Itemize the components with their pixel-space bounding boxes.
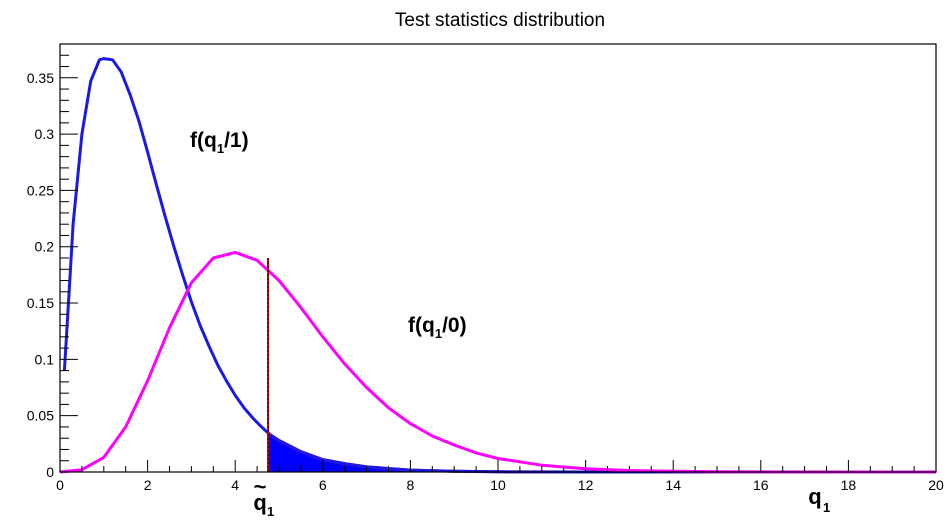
y-tick-label: 0 bbox=[46, 464, 54, 480]
series-line-f-q1-0 bbox=[59, 250, 936, 474]
threshold-label-accent: ~ bbox=[254, 474, 267, 499]
axes-layer: 0 0.05 0.1 0.15 0.2 0.25 0.3 0.35 0 2 4 6 8 10 12 14 16 1… bbox=[27, 43, 944, 493]
curve-label-f-q1-0: f(q1/0) bbox=[408, 314, 467, 341]
curve-label-f-q1-1-tail: /1) bbox=[224, 129, 249, 152]
plot-frame bbox=[59, 43, 937, 473]
y-tick-label: 0.2 bbox=[35, 239, 55, 255]
threshold-label-sub: 1 bbox=[267, 504, 274, 518]
x-tick-label: 16 bbox=[753, 477, 769, 493]
x-tick-label: 6 bbox=[319, 477, 327, 493]
x-axis-label-sub: 1 bbox=[823, 500, 830, 515]
series-line-f-q1-1 bbox=[62, 57, 936, 474]
curve-label-f-q1-1: f(q1/1) bbox=[190, 129, 249, 156]
y-tick-label: 0.3 bbox=[35, 126, 55, 142]
x-tick-label: 10 bbox=[490, 477, 506, 493]
x-tick-label: 2 bbox=[144, 477, 152, 493]
curve-label-f-q1-1-sub: 1 bbox=[217, 141, 224, 156]
threshold-label: q bbox=[253, 490, 266, 515]
curves-layer bbox=[59, 57, 936, 474]
y-tick-label: 0.35 bbox=[27, 70, 54, 86]
y-tick-label: 0.05 bbox=[27, 408, 54, 424]
x-tick-label: 0 bbox=[56, 477, 64, 493]
tail-area bbox=[268, 432, 936, 472]
x-tick-label: 14 bbox=[665, 477, 681, 493]
x-tick-label: 20 bbox=[928, 477, 944, 493]
y-tick-label: 0.25 bbox=[27, 182, 54, 198]
curve-label-f-q1-1-main: f(q bbox=[190, 129, 217, 152]
x-tick-label: 4 bbox=[231, 477, 239, 493]
y-tick-label: 0.1 bbox=[35, 351, 55, 367]
curve-label-f-q1-0-sub: 1 bbox=[435, 326, 442, 341]
labels-layer: f(q1/1)f(q1/0)q 1~ q 1 bbox=[190, 129, 830, 519]
curve-label-f-q1-0-tail: /0) bbox=[442, 314, 467, 337]
chart-title: Test statistics distribution bbox=[395, 10, 605, 31]
y-tick-label: 0.15 bbox=[27, 295, 54, 311]
x-tick-label: 12 bbox=[578, 477, 594, 493]
x-axis-label: q bbox=[808, 484, 821, 509]
x-tick-label: 18 bbox=[841, 477, 857, 493]
curve-label-f-q1-0-main: f(q bbox=[408, 314, 435, 337]
x-tick-label: 8 bbox=[407, 477, 415, 493]
